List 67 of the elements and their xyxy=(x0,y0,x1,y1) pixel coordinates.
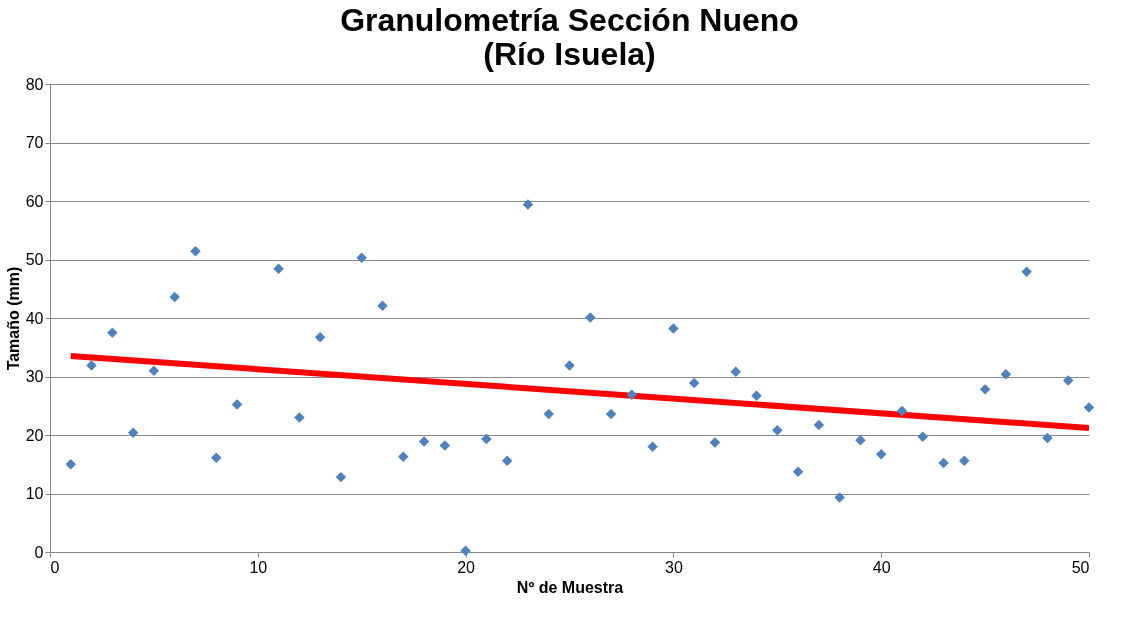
point xyxy=(65,459,77,470)
point xyxy=(626,389,638,400)
point xyxy=(1000,368,1012,380)
point xyxy=(439,440,451,451)
point xyxy=(377,300,388,311)
point xyxy=(231,399,243,410)
point xyxy=(314,332,326,343)
x-axis-title: Nº de Muestra xyxy=(516,578,624,596)
y-tick-label: 60 xyxy=(25,192,44,210)
point xyxy=(273,263,284,275)
point xyxy=(481,433,492,445)
point xyxy=(834,492,845,503)
point xyxy=(107,327,118,338)
point xyxy=(127,427,139,438)
point xyxy=(1021,266,1032,278)
point xyxy=(522,199,534,210)
point xyxy=(688,377,700,389)
chart-title: Granulometría Sección Nueno (Río Isuela) xyxy=(340,2,799,72)
point xyxy=(772,425,783,436)
point xyxy=(730,366,741,378)
point xyxy=(751,390,762,402)
point xyxy=(460,545,471,557)
point xyxy=(501,455,513,466)
y-tick-label: 30 xyxy=(25,368,44,385)
point xyxy=(855,435,866,446)
point xyxy=(875,449,887,460)
point xyxy=(585,312,596,323)
y-axis-title: Tamaño (mm) xyxy=(4,266,22,371)
point xyxy=(86,360,97,371)
y-tick-label: 0 xyxy=(34,543,44,561)
point xyxy=(605,408,617,420)
point xyxy=(979,384,991,395)
x-tick-label: 40 xyxy=(872,558,891,576)
x-tick-label: 10 xyxy=(249,558,268,576)
point xyxy=(792,466,804,478)
x-tick-label: 30 xyxy=(665,558,683,576)
x-tick-label: 20 xyxy=(457,558,476,576)
point xyxy=(647,441,658,452)
point xyxy=(896,405,908,417)
x-tick-label: 50 xyxy=(1071,558,1090,576)
point xyxy=(148,365,160,376)
x-tick-label: 0 xyxy=(50,558,60,576)
y-tick-label: 50 xyxy=(25,251,44,268)
point xyxy=(398,451,409,462)
point xyxy=(211,452,222,464)
point xyxy=(668,323,679,334)
point xyxy=(938,457,949,469)
point xyxy=(959,455,970,466)
y-tick-label: 10 xyxy=(25,485,44,502)
point xyxy=(813,419,825,431)
y-tick-label: 70 xyxy=(25,134,44,151)
y-tick-label: 40 xyxy=(25,309,44,327)
point xyxy=(1083,402,1095,413)
y-tick-label: 80 xyxy=(25,75,44,93)
point xyxy=(190,246,201,257)
point xyxy=(294,412,305,423)
point xyxy=(917,431,928,442)
point xyxy=(1062,375,1074,386)
y-tick-label: 20 xyxy=(25,426,44,444)
point xyxy=(709,437,721,448)
point xyxy=(1042,432,1053,444)
point xyxy=(335,471,347,483)
point xyxy=(356,252,367,263)
point xyxy=(418,436,430,447)
point xyxy=(169,291,180,303)
point xyxy=(564,360,575,371)
point xyxy=(543,408,554,420)
